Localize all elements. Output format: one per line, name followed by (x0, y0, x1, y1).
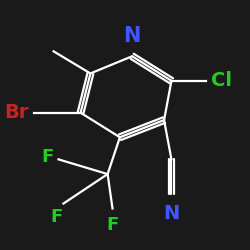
Text: F: F (106, 216, 119, 234)
Text: F: F (41, 148, 54, 166)
Text: N: N (124, 26, 141, 46)
Text: F: F (50, 208, 62, 226)
Text: N: N (163, 204, 180, 223)
Text: Br: Br (5, 103, 29, 122)
Text: Cl: Cl (211, 71, 232, 90)
